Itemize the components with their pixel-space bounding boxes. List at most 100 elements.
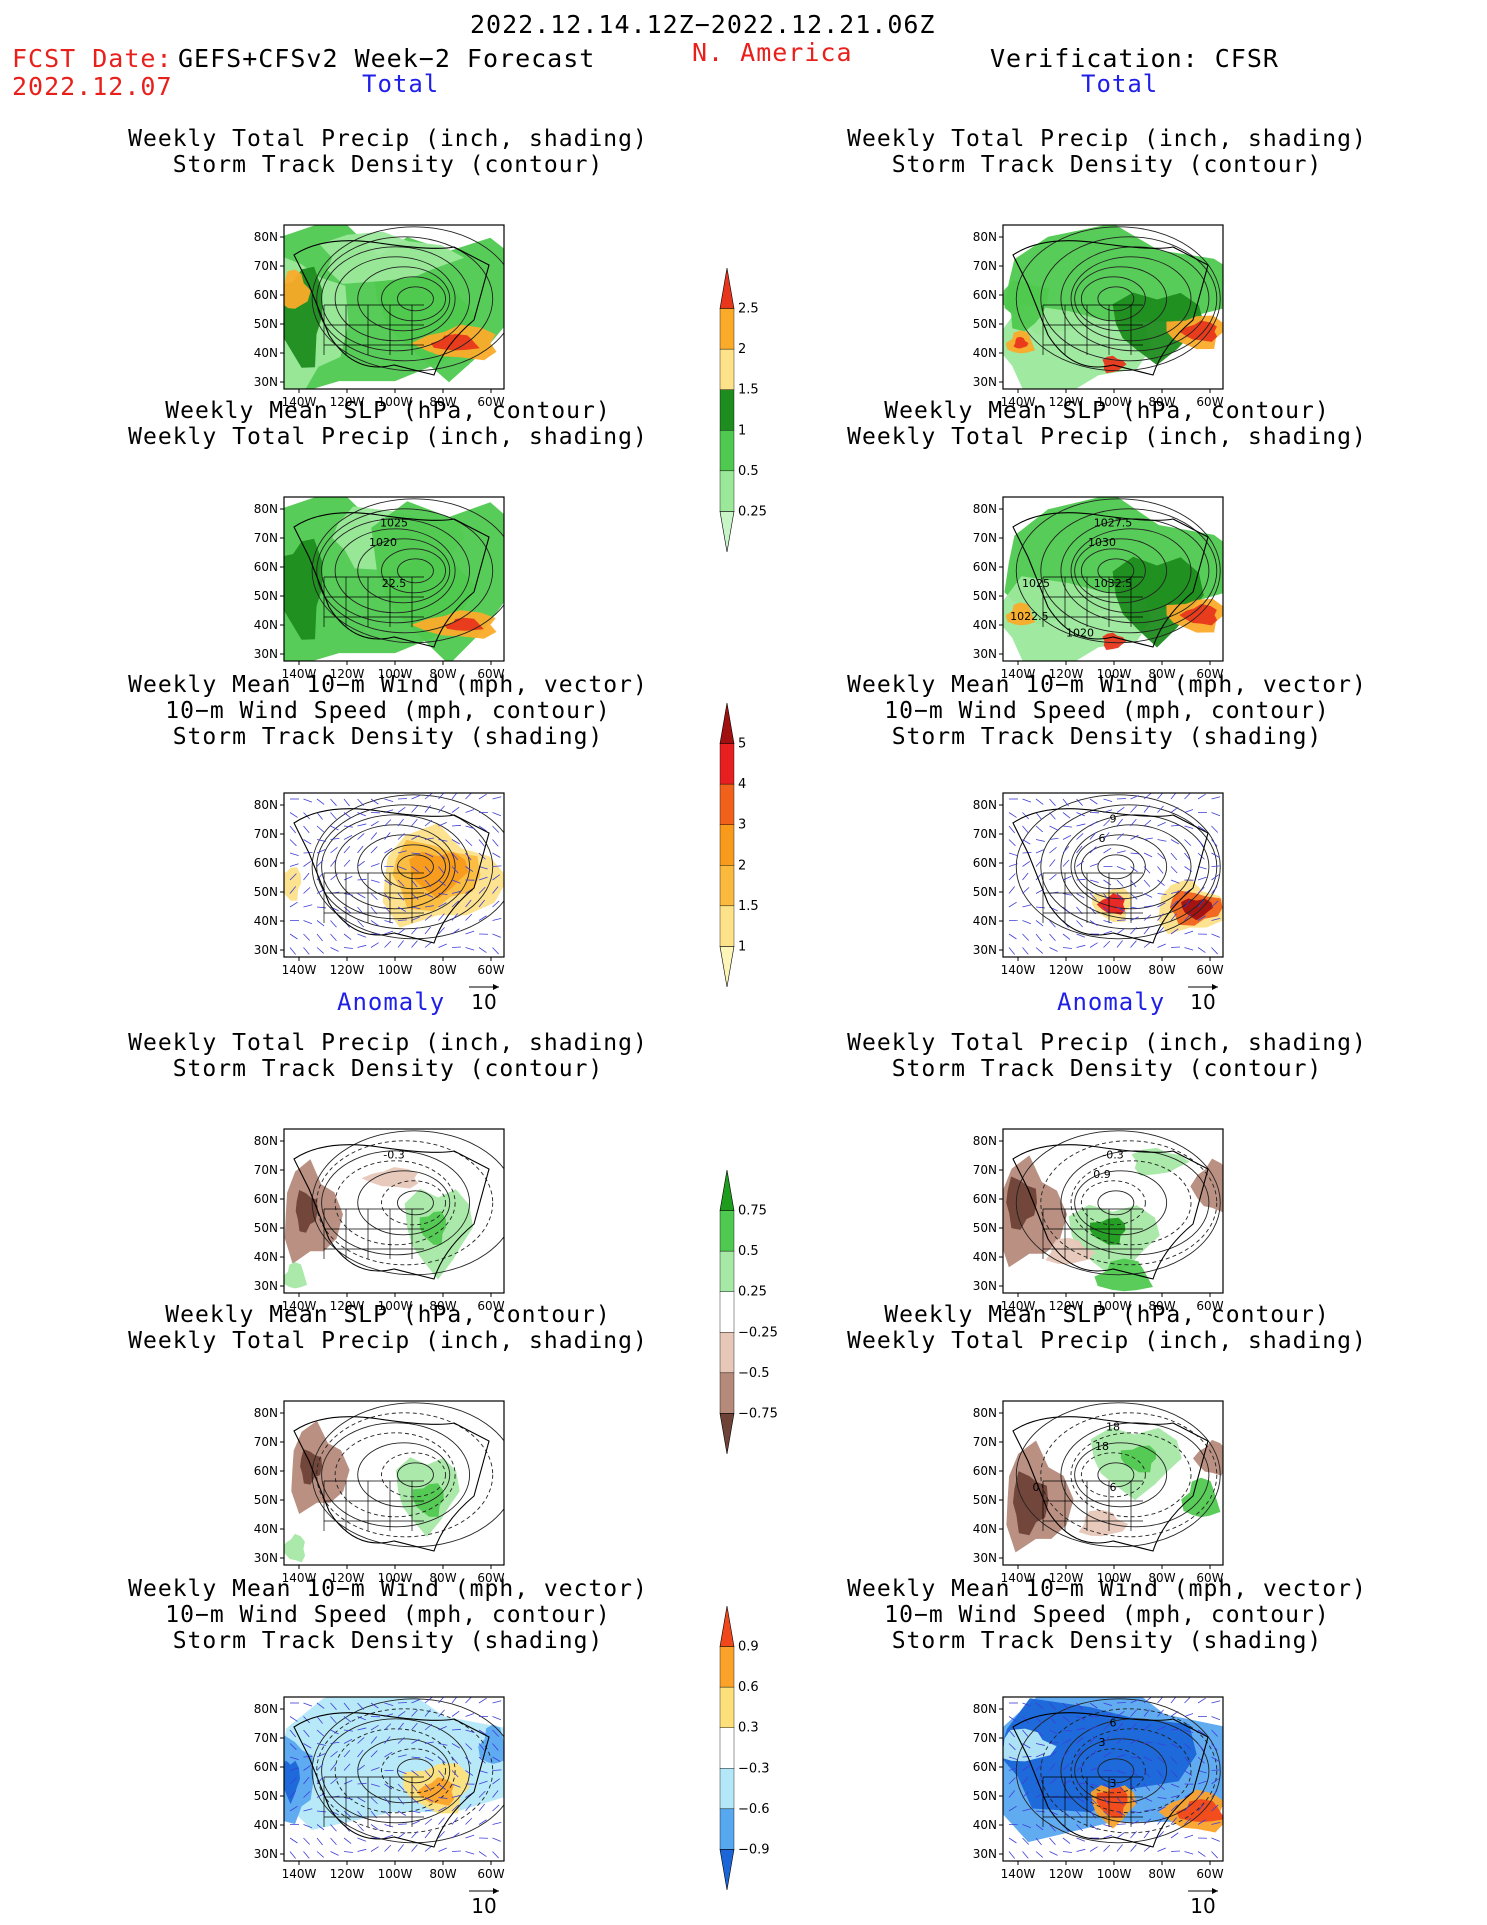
- wind-vector: [1143, 1783, 1151, 1792]
- contour-label: 1025: [1022, 577, 1050, 590]
- coastline: [293, 1712, 490, 1848]
- wind-vector: [289, 1716, 298, 1722]
- lat-label: 70N: [973, 1163, 997, 1177]
- wind-vector: [438, 893, 448, 895]
- lat-label: 30N: [254, 1847, 278, 1861]
- contour-5: [1040, 1412, 1218, 1538]
- wind-vector: [1089, 942, 1098, 948]
- lon-label: 120W: [1049, 963, 1084, 977]
- map-field: [284, 1697, 504, 1861]
- wind-vector: [465, 1729, 475, 1733]
- wind-vector: [1184, 1770, 1193, 1776]
- coastline: [293, 240, 490, 376]
- contour-4: [321, 246, 471, 352]
- wind-vector: [1076, 1716, 1085, 1721]
- vector-ref-label: 10: [1190, 990, 1215, 1014]
- contour-6: [1015, 1698, 1221, 1844]
- wind-vector: [1035, 933, 1042, 942]
- map-fcst-total-precip: 80N 70N 60N 50N 40N 30N 140W 120W 100W 80W 60W: [254, 224, 505, 409]
- wind-vector: [370, 1724, 379, 1731]
- lon-label: 140W: [282, 1571, 317, 1585]
- wind-vector: [343, 875, 353, 881]
- wind-vector: [1008, 886, 1016, 894]
- verification-label: Verification: CFSR: [990, 44, 1279, 73]
- wind-vector: [424, 914, 433, 921]
- wind-vector: [357, 1716, 366, 1721]
- vector-ref-label: 10: [471, 990, 496, 1014]
- wind-vector: [478, 1790, 486, 1798]
- contour-1: [381, 844, 446, 890]
- wind-vector: [397, 906, 406, 912]
- wind-vector: [1008, 1729, 1015, 1738]
- wind-vector: [316, 920, 325, 927]
- wind-vector: [1076, 823, 1086, 827]
- contour-4: [1060, 518, 1210, 624]
- wind-vector: [289, 1743, 297, 1751]
- lat-label: 40N: [973, 1522, 997, 1536]
- colorbar-top-triangle: [719, 1605, 735, 1647]
- map-frame: [1002, 1696, 1224, 1862]
- wind-vector: [1103, 832, 1110, 840]
- wind-vector: [343, 1729, 353, 1732]
- colorbar-box: [719, 1686, 735, 1728]
- map-fcst-total-wind: 80N 70N 60N 50N 40N 30N 140W 120W 100W 80W 60W 10: [254, 792, 505, 1014]
- lon-label: 120W: [1049, 1299, 1084, 1313]
- contour-1: [1080, 1748, 1146, 1794]
- wind-vector: [370, 846, 378, 854]
- wind-vector: [1103, 920, 1113, 924]
- lat-label: 80N: [973, 230, 997, 244]
- wind-vector: [1008, 1851, 1015, 1859]
- wind-vector: [397, 1722, 404, 1731]
- lat-label: 80N: [254, 1702, 278, 1716]
- wind-vector: [1197, 793, 1206, 800]
- wind-vector: [357, 893, 366, 899]
- wind-vector: [465, 1756, 472, 1765]
- wind-vector: [1197, 1819, 1206, 1825]
- wind-vector: [397, 1832, 406, 1839]
- wind-vector: [384, 1824, 394, 1828]
- wind-vector: [1143, 819, 1152, 827]
- wind-vector: [424, 879, 432, 888]
- wind-vector: [1197, 899, 1205, 908]
- lat-label: 70N: [254, 827, 278, 841]
- wind-vector: [1184, 809, 1194, 813]
- wind-vector: [1035, 1729, 1043, 1737]
- wind-vector: [451, 1804, 459, 1812]
- map-fcst-total-slp: 80N 70N 60N 50N 40N 30N 140W 120W 100W 80W 60W 1025…: [254, 496, 505, 681]
- wind-vector: [1062, 859, 1070, 867]
- shading-6: [1013, 336, 1029, 349]
- wind-vector: [1130, 1756, 1140, 1759]
- wind-vector: [1089, 893, 1097, 901]
- wind-vector: [343, 1797, 353, 1800]
- wind-vector: [1170, 824, 1181, 827]
- wind-vector: [1143, 1697, 1152, 1704]
- wind-vector: [1197, 886, 1205, 894]
- colorbar-label: 2: [738, 342, 746, 357]
- date-range: 2022.12.14.12Z−2022.12.21.06Z: [470, 10, 936, 39]
- coastline: [293, 808, 490, 944]
- wind-vector: [1062, 893, 1072, 896]
- lon-label: 140W: [282, 963, 317, 977]
- wind-vector: [1157, 943, 1166, 948]
- lon-label: 80W: [429, 667, 456, 681]
- contour-3: [334, 256, 456, 342]
- wind-vector: [438, 943, 447, 948]
- lon-label: 120W: [330, 963, 365, 977]
- wind-vector: [1184, 1851, 1194, 1855]
- lat-label: 40N: [973, 618, 997, 632]
- wind-vector: [1157, 1770, 1164, 1778]
- contour-label: 6: [1110, 1481, 1117, 1494]
- wind-vector: [451, 1770, 459, 1778]
- shading-5: [284, 1262, 308, 1289]
- wind-vector: [303, 920, 313, 925]
- wind-vector: [1022, 1791, 1030, 1798]
- wind-vector: [451, 1743, 461, 1749]
- map-field: [1003, 497, 1223, 661]
- panel-title-fcst-anom-wind: Weekly Mean 10−m Wind (mph, vector) 10−m …: [128, 1576, 648, 1654]
- wind-vector: [424, 852, 434, 858]
- wind-vector: [478, 1770, 488, 1774]
- wind-vector: [1103, 1751, 1112, 1758]
- panel-title-cfsr-anom-wind: Weekly Mean 10−m Wind (mph, vector) 10−m …: [847, 1576, 1367, 1654]
- lat-label: 40N: [973, 1818, 997, 1832]
